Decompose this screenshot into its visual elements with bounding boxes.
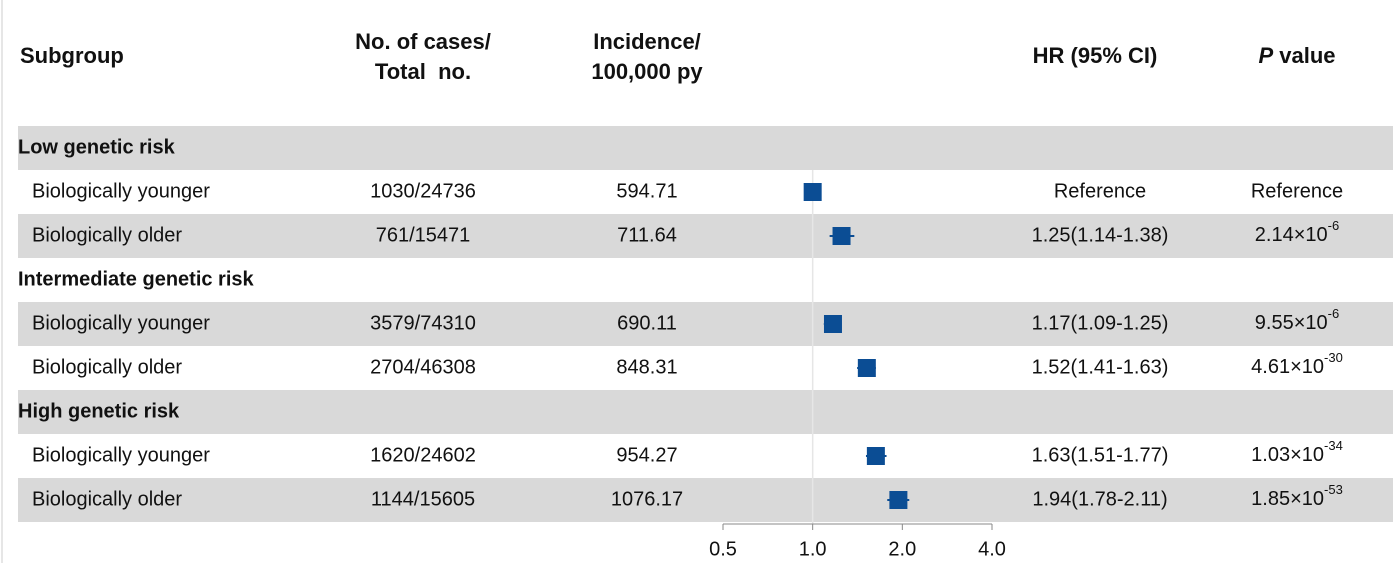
hr-label: 1.52(1.41-1.63) [1032, 356, 1169, 378]
header-cases: No. of cases/ [355, 29, 491, 54]
p-exp: -6 [1328, 306, 1340, 321]
cases: 1030/24736 [370, 180, 476, 202]
row-label: Biologically younger [32, 444, 210, 466]
row-bands [18, 126, 1393, 522]
incidence: 711.64 [617, 224, 677, 246]
row-band [18, 478, 1393, 522]
p-value: 9.55×10-6 [1255, 306, 1339, 334]
cases: 761/15471 [376, 224, 471, 246]
hr-square [832, 227, 851, 245]
hr-square [889, 491, 908, 509]
hr-label: 1.25(1.14-1.38) [1032, 224, 1169, 246]
x-tick-label: 0.5 [709, 538, 737, 560]
header-incidence: Incidence/ [593, 29, 701, 54]
header-p-italic: P [1258, 43, 1273, 68]
incidence: 848.31 [616, 356, 677, 378]
p-value: 1.03×10-34 [1251, 438, 1343, 466]
group-label: High genetic risk [18, 400, 180, 422]
x-tick-label: 4.0 [978, 538, 1006, 560]
hr-label: 1.63(1.51-1.77) [1032, 444, 1169, 466]
hr-label: Reference [1054, 180, 1146, 202]
row-band [18, 302, 1393, 346]
group-label: Intermediate genetic risk [18, 268, 255, 290]
row-label: Biologically younger [32, 312, 210, 334]
hr-square [857, 359, 876, 377]
hr-label: 1.94(1.78-2.11) [1032, 488, 1167, 510]
header-p-rest: value [1279, 43, 1335, 68]
header-incidence: 100,000 py [591, 59, 703, 84]
incidence: 954.27 [616, 444, 677, 466]
p-value: 2.14×10-6 [1255, 218, 1339, 246]
cases: 1620/24602 [370, 444, 476, 466]
row-label: Biologically younger [32, 180, 210, 202]
p-base: 4.61×10 [1251, 356, 1324, 378]
hr-square [866, 447, 885, 465]
row-band [18, 126, 1393, 170]
row-label: Biologically older [32, 356, 182, 378]
row-label: Biologically older [32, 224, 182, 246]
incidence: 594.71 [616, 180, 677, 202]
p-base: 1.03×10 [1251, 444, 1324, 466]
hr-label: 1.17(1.09-1.25) [1032, 312, 1169, 334]
header-cases: Total no. [375, 59, 471, 84]
p-exp: -6 [1328, 218, 1340, 233]
header-hr: HR (95% CI) [1033, 43, 1158, 68]
x-tick-label: 2.0 [888, 538, 916, 560]
p-value: 1.85×10-53 [1251, 482, 1343, 510]
x-tick-label: 1.0 [799, 538, 827, 560]
row-band [18, 390, 1393, 434]
p-exp: -53 [1324, 482, 1343, 497]
p-base: 1.85×10 [1251, 488, 1324, 510]
cases: 1144/15605 [371, 488, 475, 510]
p-base: 9.55×10 [1255, 312, 1328, 334]
hr-square [803, 183, 822, 201]
p-base: 2.14×10 [1255, 224, 1328, 246]
row-band [18, 214, 1393, 258]
p-exp: -34 [1324, 438, 1343, 453]
incidence: 1076.17 [611, 488, 683, 510]
cases: 3579/74310 [370, 312, 476, 334]
p-exp: -30 [1324, 350, 1343, 365]
p-value: Reference [1251, 180, 1343, 202]
cases: 2704/46308 [370, 356, 476, 378]
p-value: 4.61×10-30 [1251, 350, 1343, 378]
hr-square [823, 315, 842, 333]
header-p: P value [1258, 43, 1335, 68]
row-label: Biologically older [32, 488, 182, 510]
header-subgroup: Subgroup [20, 43, 124, 68]
incidence: 690.11 [617, 312, 677, 334]
group-label: Low genetic risk [18, 136, 176, 158]
